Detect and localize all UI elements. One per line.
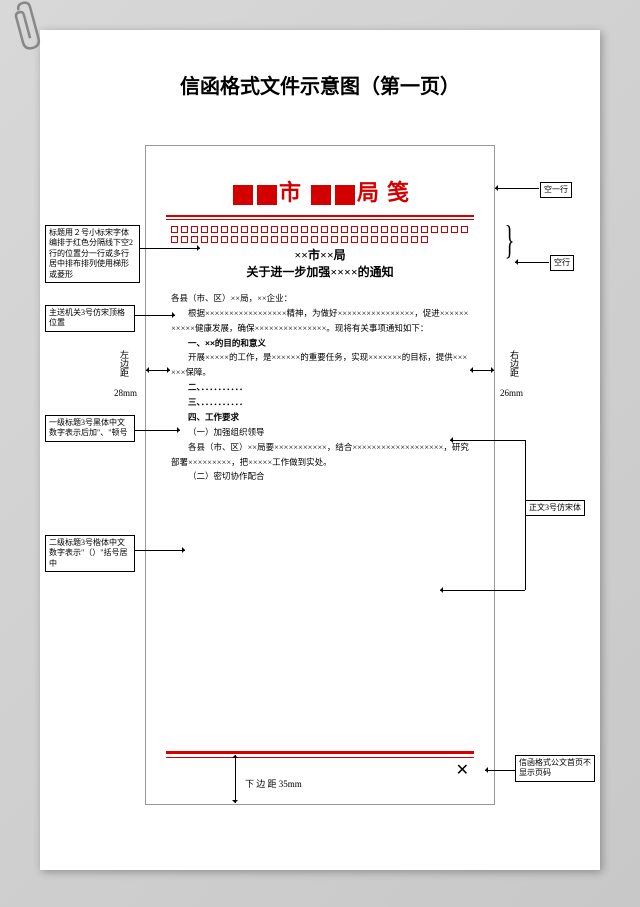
callout-addressee: 主送机关3号仿宋顶格位置 xyxy=(45,305,135,332)
left-margin-label: 左边距 xyxy=(118,350,131,377)
document-body: 各县（市、区）××局，××企业： 根据×××××××××××××××××精神，为… xyxy=(171,291,469,484)
leader-c4 xyxy=(135,550,185,551)
brace-right: } xyxy=(505,220,515,260)
letterhead-suffix: 笺 xyxy=(387,180,409,205)
x-mark: ✕ xyxy=(456,757,469,784)
callout-body-font: 正文3号仿宋体 xyxy=(525,500,585,516)
callout-no-pagenum: 信函格式公文首页不显示页码 xyxy=(515,755,595,782)
bottom-red-line xyxy=(166,751,474,754)
callout-h1-format: 一级标题3号黑体中文数字表示后加"、"顿号 xyxy=(45,415,135,442)
letterhead: 市 局笺 xyxy=(146,174,494,211)
callout-h2-format: 二级标题3号楷体中文数字表示"（）"括号居中 xyxy=(45,535,135,572)
heading-4: 四、工作要求 xyxy=(171,410,469,425)
callout-blank-rows: 空行 xyxy=(550,255,574,271)
addressee: 各县（市、区）××局，××企业： xyxy=(171,291,469,306)
leader-c7-v2 xyxy=(525,510,526,590)
leader-c7a xyxy=(450,440,525,441)
leader-c5 xyxy=(495,188,539,189)
leader-c3 xyxy=(135,430,180,431)
leader-c8 xyxy=(485,770,515,771)
page-title: 信函格式文件示意图（第一页） xyxy=(40,30,600,109)
para-3: 各县（市、区）××局要×××××××××××，结合×××××××××××××××… xyxy=(171,440,469,470)
callout-title-format: 标题用２号小标宋字体编排于红色分隔线下空2行的位置分一行或多行居中排布排列使用梯… xyxy=(45,225,140,283)
left-margin-arrow xyxy=(146,370,170,371)
letterhead-text: 市 xyxy=(279,180,309,205)
right-margin-val: 26mm xyxy=(500,388,523,398)
leader-c7-v xyxy=(525,440,526,505)
bottom-thin-line xyxy=(166,757,474,758)
paperclip-icon xyxy=(10,0,50,60)
doc-title-line1: ××市××局 xyxy=(171,247,469,264)
right-margin-label: 右边距 xyxy=(508,350,521,377)
leader-c6 xyxy=(515,262,549,263)
bottom-margin-label: 下 边 距 35mm xyxy=(245,777,302,790)
para-1: 根据×××××××××××××××××精神，为做好×××××××××××××××… xyxy=(171,306,469,336)
para-2: 开展×××××的工作，是××××××的重要任务，实现×××××××的目标，提供×… xyxy=(171,350,469,380)
bottom-margin-arrow xyxy=(235,755,236,803)
doc-title-line2: 关于进一步加强××××的通知 xyxy=(171,264,469,281)
leader-c2 xyxy=(135,315,175,316)
subheading-1: （一）加强组织领导 xyxy=(171,425,469,440)
page-container: 信函格式文件示意图（第一页） 上边距 37mm 市局笺 ××市××局 关于进一步… xyxy=(40,30,600,870)
heading-3: 三、．．．．．．．．．． xyxy=(171,395,469,410)
heading-1: 一、××的目的和意义 xyxy=(171,336,469,351)
callout-blank-line: 空一行 xyxy=(540,182,572,198)
leader-c7b xyxy=(440,590,525,591)
leader-c1 xyxy=(140,248,200,249)
heading-2: 二、．．．．．．．．．． xyxy=(171,380,469,395)
red-divider xyxy=(166,215,474,217)
right-margin-arrow xyxy=(470,370,494,371)
subheading-2: （二）密切协作配合 xyxy=(171,469,469,484)
letterhead-text2: 局 xyxy=(357,180,387,205)
document-sheet: 市 局笺 ××市××局 关于进一步加强××××的通知 各县（市、区）××局，××企… xyxy=(145,145,495,805)
left-margin-val: 28mm xyxy=(114,388,137,398)
document-title: ××市××局 关于进一步加强××××的通知 xyxy=(171,247,469,281)
red-divider-thin xyxy=(166,219,474,220)
spacer-grid xyxy=(171,226,469,243)
